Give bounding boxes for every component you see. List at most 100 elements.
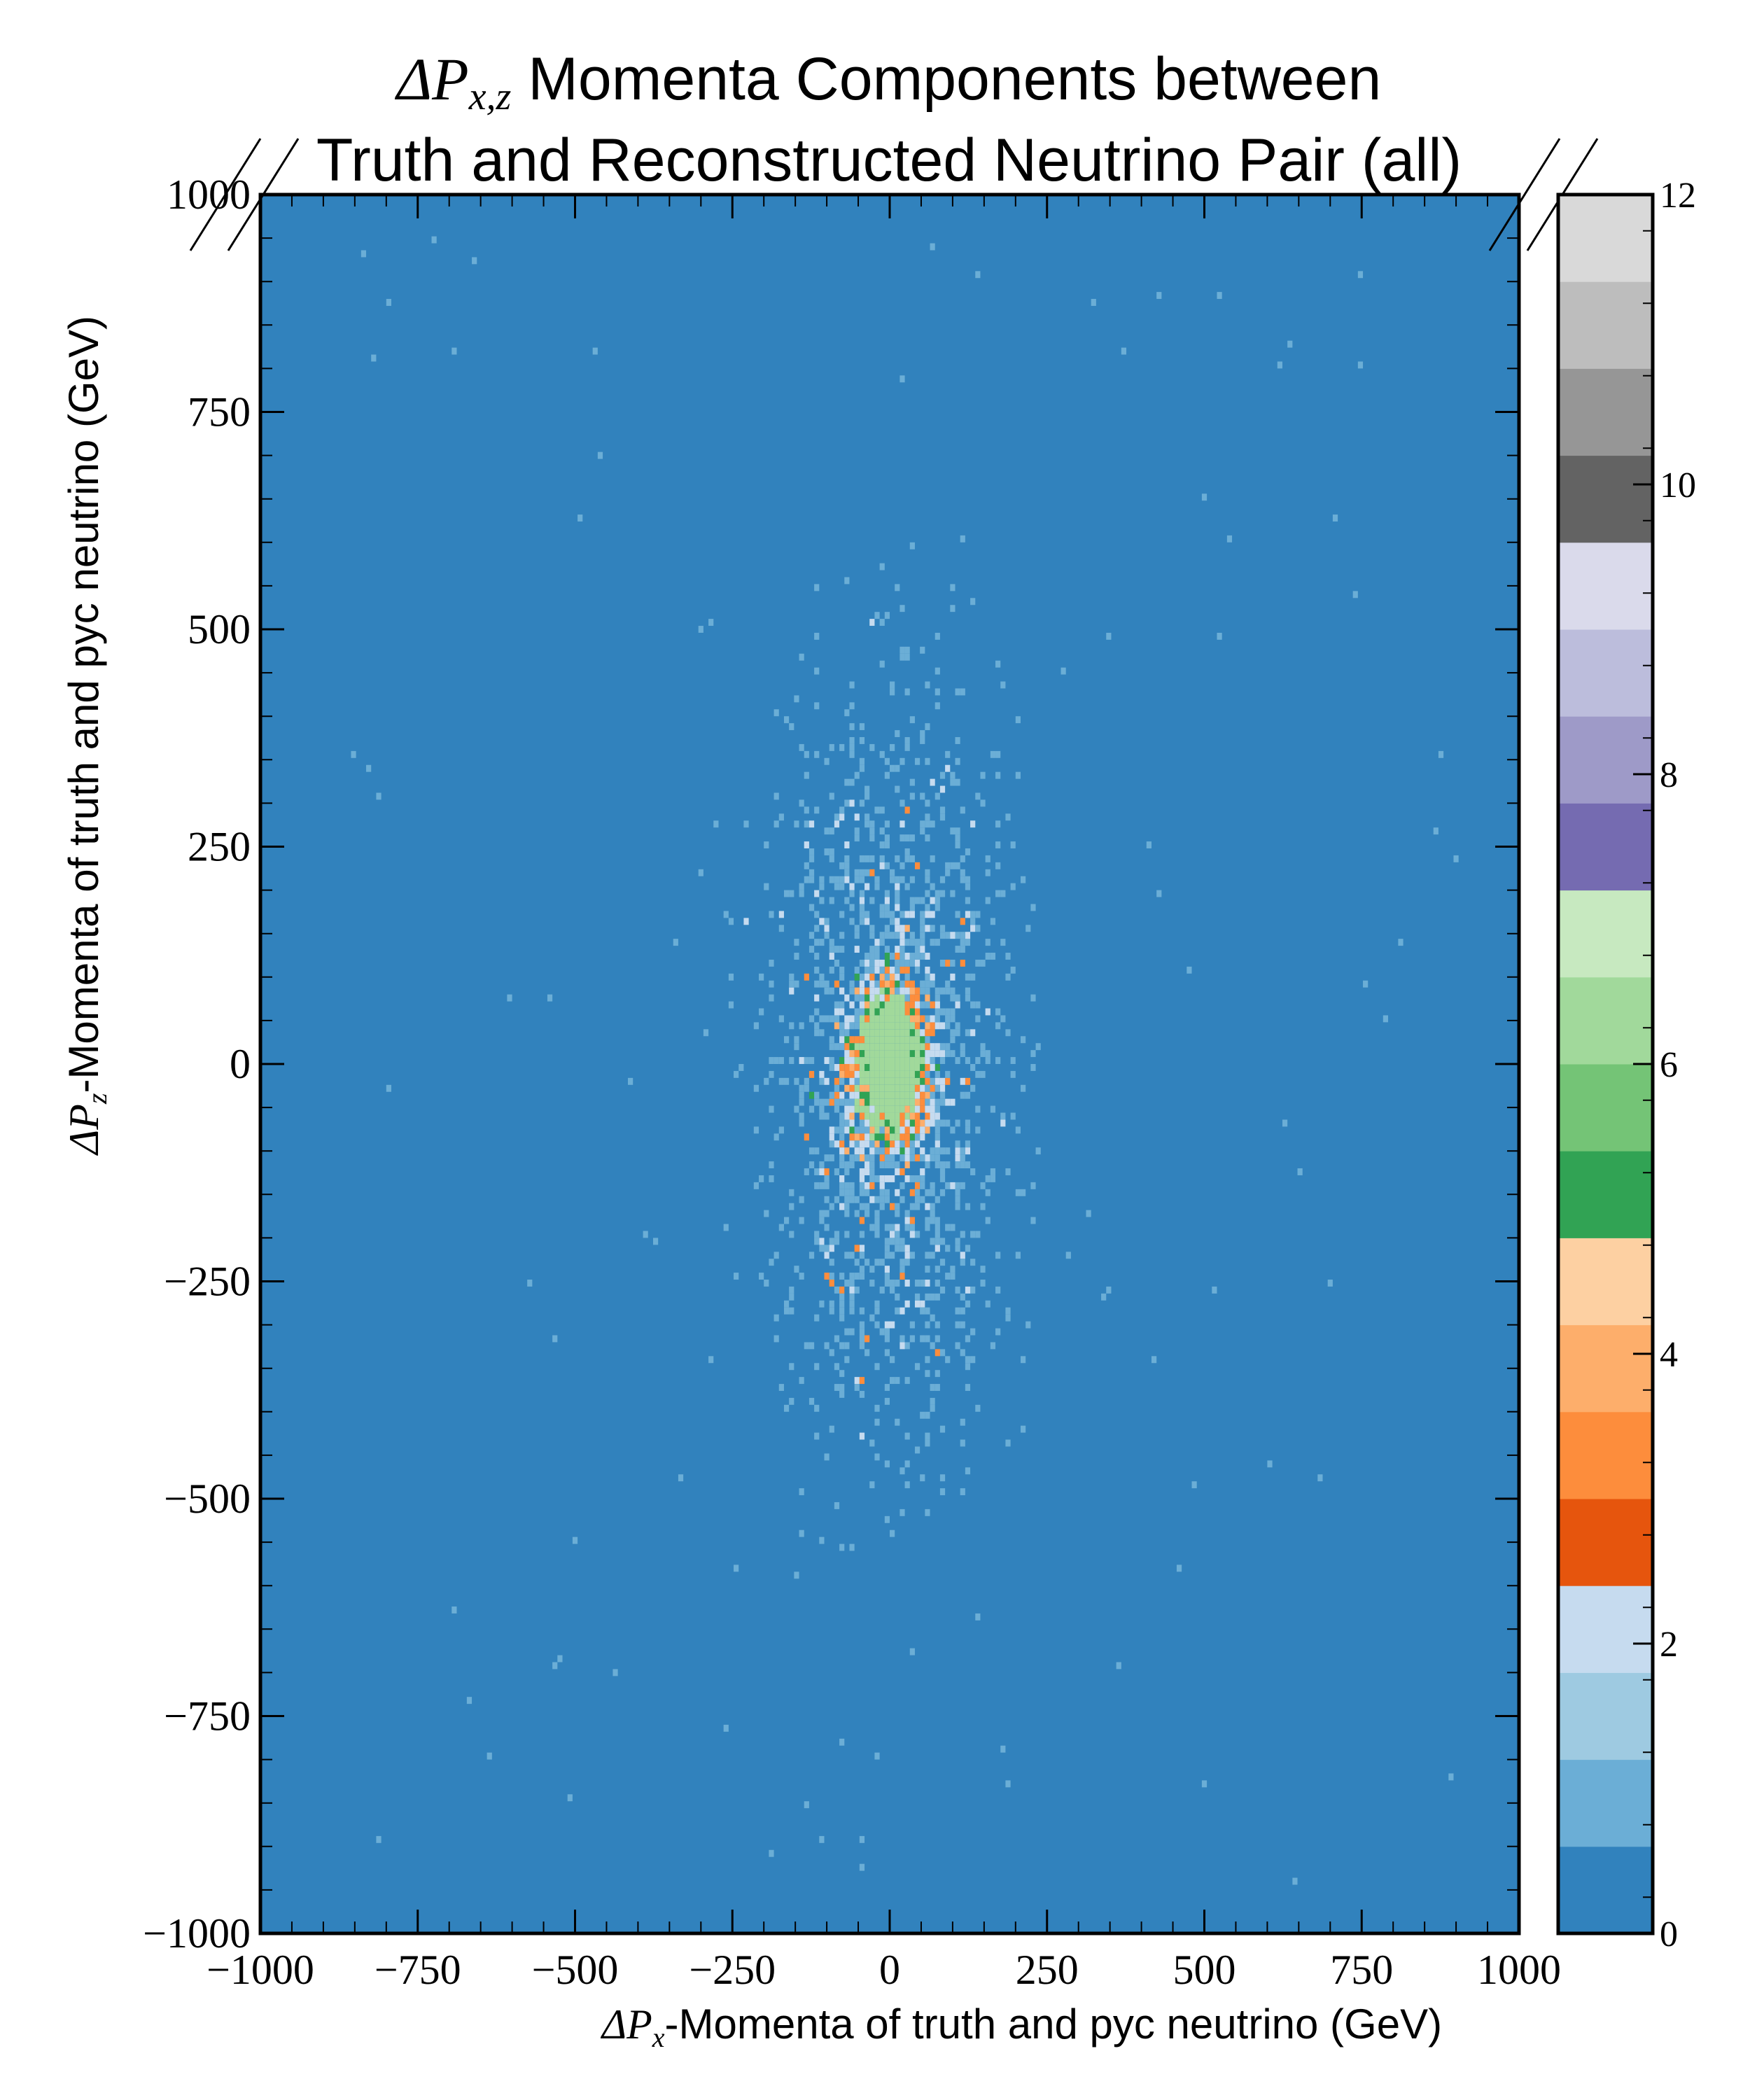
heatmap-cell [778, 1057, 784, 1064]
heatmap-cell [990, 1342, 996, 1350]
heatmap-cell [904, 911, 910, 918]
heatmap-cell [925, 757, 930, 765]
heatmap-cell [930, 1001, 935, 1009]
heatmap-cell [769, 1161, 774, 1169]
heatmap-cell [844, 1210, 850, 1217]
heatmap-cell [698, 626, 704, 633]
heatmap-cell [769, 1057, 774, 1064]
heatmap-cell [995, 1252, 1001, 1259]
heatmap-cell [884, 1140, 890, 1148]
heatmap-cell [939, 1057, 946, 1064]
heatmap-cell [895, 1224, 900, 1231]
heatmap-cell [839, 1126, 845, 1134]
heatmap-cell [884, 1280, 890, 1287]
heatmap-cell [884, 862, 890, 869]
heatmap-cell [985, 897, 990, 904]
heatmap-cell [909, 1203, 915, 1210]
heatmap-cell [728, 918, 734, 925]
heatmap-cell [965, 1119, 971, 1127]
heatmap-cell [854, 1015, 860, 1023]
heatmap-cell [895, 1280, 900, 1287]
heatmap-cell [920, 1077, 925, 1085]
heatmap-cell [909, 1022, 915, 1030]
heatmap-cell [1010, 1112, 1016, 1120]
colorbar-segment [1558, 629, 1653, 717]
heatmap-cell [965, 1363, 971, 1371]
heatmap-cell [789, 1022, 794, 1030]
heatmap-cell [783, 716, 790, 724]
heatmap-cell [844, 1203, 850, 1210]
heatmap-cell [895, 876, 900, 883]
heatmap-cell [930, 1029, 935, 1037]
heatmap-cell [824, 1224, 830, 1231]
heatmap-cell [824, 757, 830, 765]
heatmap-cell [890, 1203, 895, 1210]
heatmap-cell [849, 1050, 855, 1058]
heatmap-cell [874, 883, 880, 890]
heatmap-cell [884, 1022, 890, 1030]
heatmap-cell [909, 1091, 915, 1099]
heatmap-cell [899, 1342, 905, 1350]
heatmap-cell [895, 1008, 900, 1016]
x-tick-label: −1000 [206, 1947, 314, 1993]
heatmap-cell [864, 966, 870, 974]
heatmap-cell [890, 1154, 895, 1162]
y-tick-label: −250 [164, 1259, 251, 1305]
heatmap-cell [753, 1022, 760, 1030]
heatmap-cell [874, 1043, 880, 1051]
heatmap-cell [789, 973, 794, 981]
heatmap-cell [899, 994, 905, 1002]
heatmap-cell [698, 869, 704, 876]
heatmap-cell [960, 1439, 965, 1447]
heatmap-cell [874, 1363, 880, 1371]
heatmap-cell [814, 994, 820, 1002]
heatmap-cell [965, 911, 971, 918]
heatmap-cell [1065, 1252, 1071, 1259]
heatmap-cell [955, 946, 960, 953]
heatmap-cell [945, 987, 951, 995]
heatmap-cell [884, 1077, 890, 1085]
heatmap-cell [879, 1015, 885, 1023]
heatmap-cell [890, 994, 895, 1002]
heatmap-cell [965, 1356, 971, 1364]
heatmap-cell [869, 946, 875, 953]
heatmap-cell [1106, 632, 1112, 640]
heatmap-cell [844, 1084, 850, 1092]
heatmap-cell [764, 1077, 769, 1085]
heatmap-cell [939, 1091, 946, 1099]
heatmap-cell [1438, 750, 1444, 758]
heatmap-cell [895, 1161, 900, 1169]
heatmap-cell [985, 869, 990, 876]
heatmap-cell [895, 883, 900, 890]
heatmap-cell [839, 1175, 845, 1182]
heatmap-cell [955, 932, 960, 939]
heatmap-cell [1000, 1112, 1006, 1120]
heatmap-cell [884, 1321, 890, 1329]
heatmap-cell [920, 1126, 925, 1134]
heatmap-cell [899, 1335, 905, 1343]
heatmap-cell [824, 1077, 830, 1085]
heatmap-cell [925, 1432, 930, 1440]
heatmap-cell [955, 1057, 960, 1064]
heatmap-cell [808, 1161, 815, 1169]
heatmap-cell [884, 1008, 890, 1016]
heatmap-cell [914, 897, 920, 904]
y-tick-label: 250 [188, 824, 251, 870]
heatmap-cell [769, 1070, 774, 1078]
heatmap-cell [934, 1224, 940, 1231]
heatmap-cell [734, 1070, 739, 1078]
heatmap-cell [789, 987, 794, 995]
heatmap-cell [899, 1259, 905, 1266]
heatmap-cell [1398, 939, 1404, 946]
heatmap-cell [909, 1036, 915, 1044]
heatmap-cell [960, 806, 965, 814]
heatmap-cell [844, 1182, 850, 1189]
heatmap-cell [899, 799, 905, 807]
heatmap-cell [965, 1029, 971, 1037]
heatmap-cell [844, 855, 850, 862]
heatmap-cell [890, 1008, 895, 1016]
heatmap-cell [764, 1210, 769, 1217]
heatmap-cell [844, 1342, 850, 1350]
heatmap-cell [874, 1029, 880, 1037]
heatmap-cell [879, 1328, 885, 1336]
